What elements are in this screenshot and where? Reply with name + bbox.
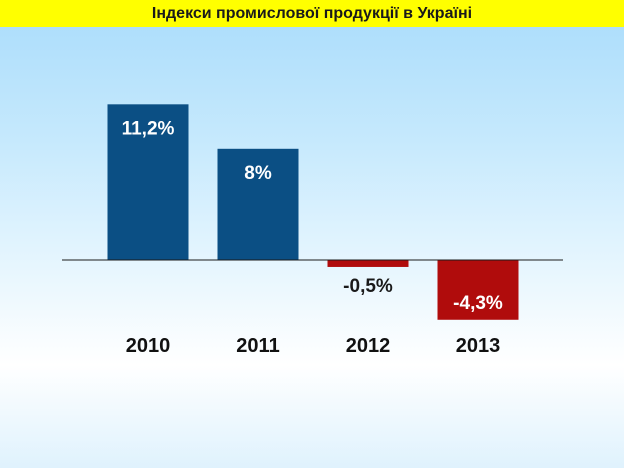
category-label-2013: 2013 (456, 335, 501, 357)
data-label-2012: -0,5% (343, 276, 393, 297)
category-label-2010: 2010 (126, 335, 171, 357)
bar-2010 (107, 104, 189, 260)
bar-2012 (327, 260, 409, 267)
data-label-2011: 8% (244, 163, 272, 184)
category-label-2012: 2012 (346, 335, 391, 357)
chart-title-bar: Індекси промислової продукції в Україні (0, 0, 624, 27)
bar-2013 (437, 260, 519, 320)
chart-title: Індекси промислової продукції в Україні (151, 4, 473, 22)
data-label-2010: 11,2% (122, 118, 175, 139)
data-label-2013: -4,3% (453, 293, 503, 314)
bar-2011 (217, 148, 299, 260)
category-label-2011: 2011 (236, 335, 279, 357)
